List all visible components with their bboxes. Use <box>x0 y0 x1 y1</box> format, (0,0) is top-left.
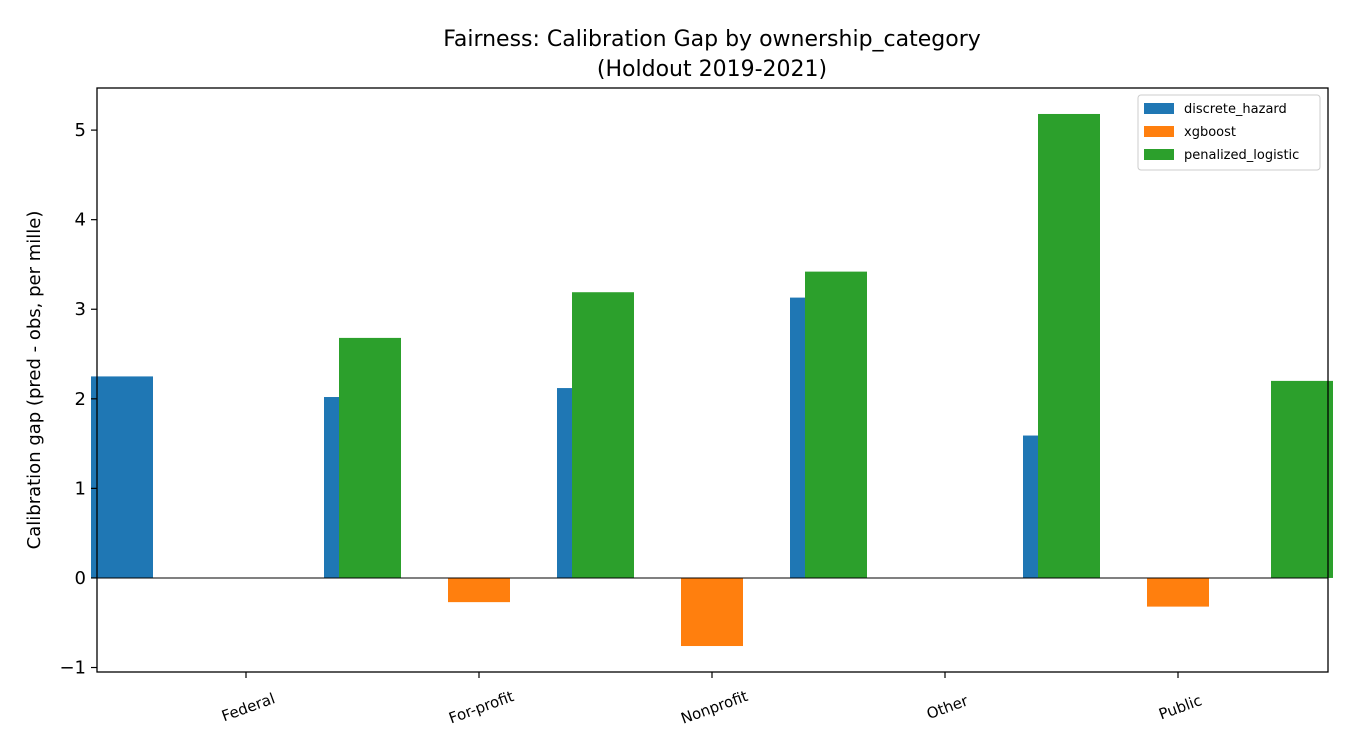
legend-label-xgboost: xgboost <box>1184 125 1236 140</box>
legend-label-discrete_hazard: discrete_hazard <box>1184 102 1287 117</box>
bar-penalized_logistic-federal <box>339 337 401 578</box>
bar-penalized_logistic-nonprofit <box>805 271 867 578</box>
bars-layer <box>91 113 1333 647</box>
bar-xgboost-for-profit <box>448 577 510 603</box>
x-tick-label-nonprofit: Nonprofit <box>678 687 750 728</box>
y-tick-label: −1 <box>59 658 86 679</box>
bar-penalized_logistic-public <box>1271 380 1333 578</box>
x-axis-ticks: Federal For-profit Nonprofit Other Public <box>219 672 1204 728</box>
y-axis-label: Calibration gap (pred - obs, per mille) <box>24 211 45 550</box>
y-tick-label: 4 <box>75 210 86 231</box>
x-tick-label-public: Public <box>1156 691 1204 723</box>
x-tick-label-federal: Federal <box>219 689 277 725</box>
y-axis-ticks: −1 0 1 2 3 4 5 <box>59 120 97 679</box>
y-tick-label: 0 <box>75 568 86 589</box>
bar-xgboost-nonprofit <box>681 577 743 647</box>
bar-penalized_logistic-other <box>1038 113 1100 578</box>
legend-label-penalized_logistic: penalized_logistic <box>1184 148 1299 163</box>
bar-penalized_logistic-for-profit <box>572 292 634 578</box>
legend-box <box>1137 94 1321 171</box>
legend-swatch-xgboost <box>1144 126 1174 137</box>
y-tick-label: 5 <box>75 120 86 141</box>
chart-title-line1: Fairness: Calibration Gap by ownership_c… <box>443 27 981 52</box>
legend-swatch-discrete_hazard <box>1144 103 1174 114</box>
bar-discrete_hazard-federal <box>91 376 153 578</box>
bar-xgboost-public <box>1147 577 1209 607</box>
y-tick-label: 1 <box>75 478 86 499</box>
y-tick-label: 2 <box>75 389 86 410</box>
x-tick-label-for-profit: For-profit <box>446 687 516 727</box>
x-tick-label-other: Other <box>924 691 971 723</box>
legend-swatch-penalized_logistic <box>1144 149 1174 160</box>
chart-title-line2: (Holdout 2019-2021) <box>597 57 827 82</box>
y-tick-label: 3 <box>75 299 86 320</box>
